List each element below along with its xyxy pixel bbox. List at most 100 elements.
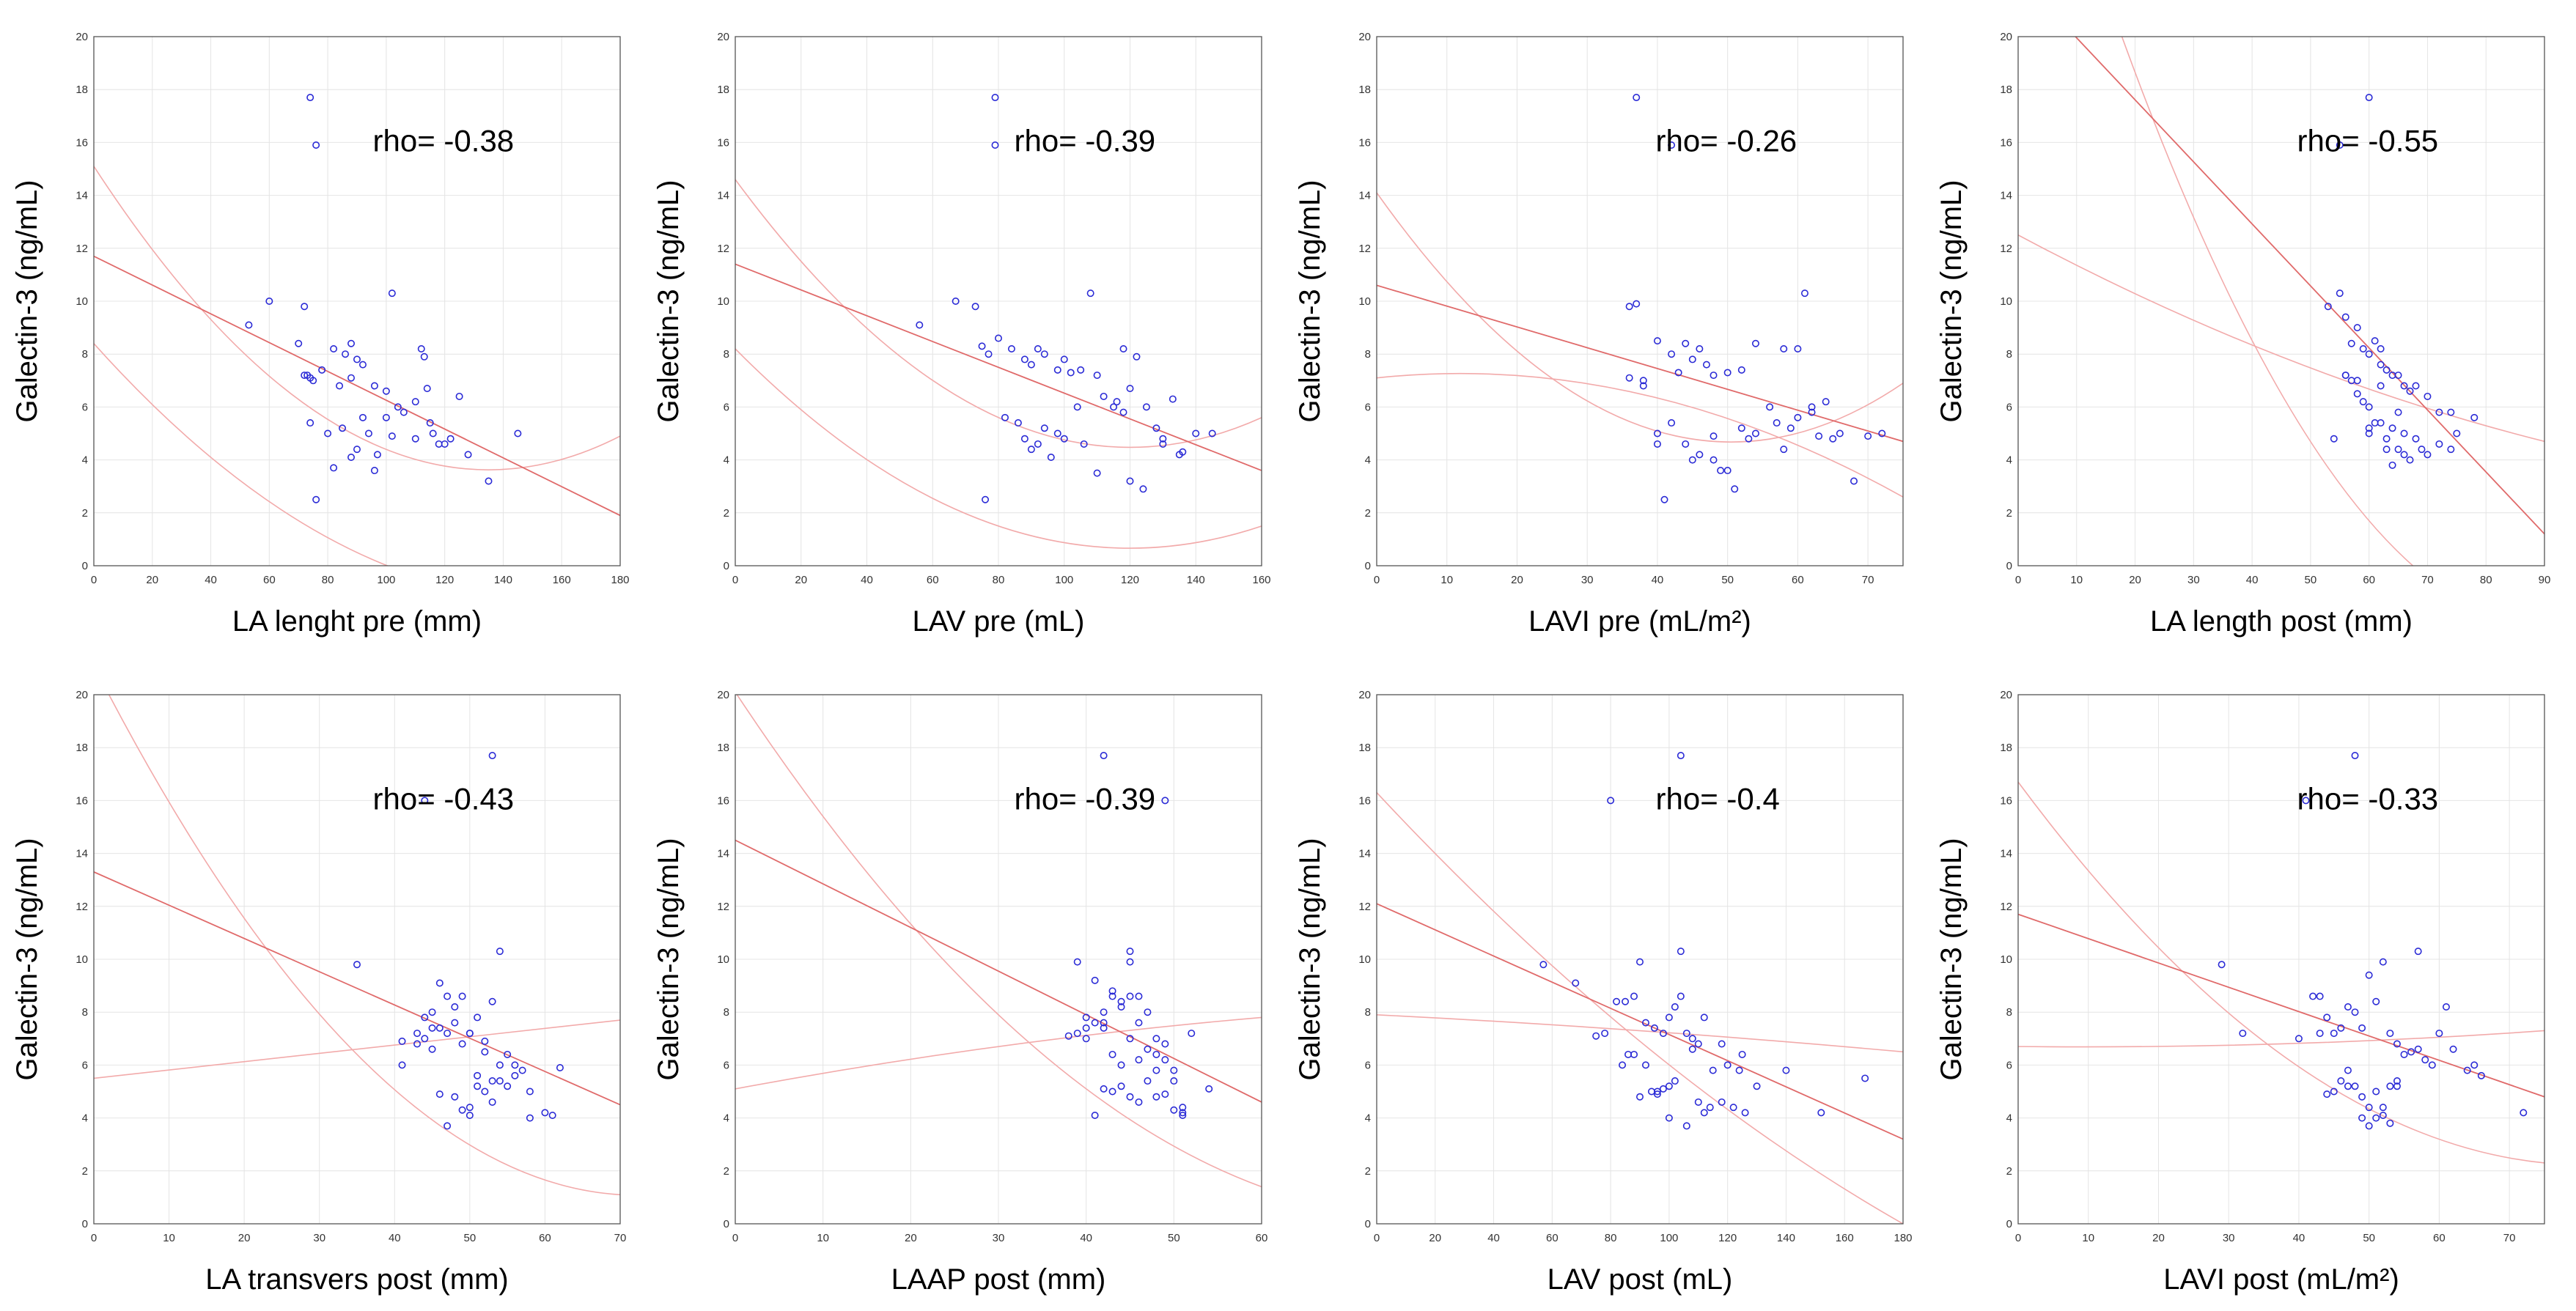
data-point bbox=[2365, 94, 2373, 102]
data-point bbox=[1723, 1061, 1732, 1069]
x-tick-label: 100 bbox=[377, 574, 395, 586]
data-point bbox=[435, 1024, 444, 1032]
confidence-band-upper bbox=[2018, 781, 2544, 1164]
data-point bbox=[1110, 403, 1118, 411]
data-point bbox=[347, 453, 356, 461]
scatter-chart-6: 0 10 20 30 40 50 60 0 2 4 6 8 10 12 14 16 18 20 rho= -0.39… bbox=[652, 689, 1267, 1296]
data-point bbox=[336, 382, 344, 390]
y-tick-label: 2 bbox=[1365, 1165, 1371, 1178]
y-tick-label: 12 bbox=[717, 243, 729, 255]
data-point bbox=[1027, 361, 1035, 369]
data-point bbox=[1630, 992, 1638, 1000]
data-point bbox=[496, 1061, 504, 1069]
data-point bbox=[1688, 456, 1696, 464]
data-point bbox=[1126, 477, 1134, 485]
data-point bbox=[2351, 1008, 2359, 1016]
data-point bbox=[1053, 366, 1061, 374]
data-point bbox=[1572, 979, 1580, 987]
y-tick-label: 8 bbox=[724, 1006, 729, 1019]
confidence-band-lower bbox=[94, 343, 389, 566]
data-point bbox=[2341, 313, 2349, 321]
data-point bbox=[1682, 1030, 1690, 1038]
data-point bbox=[2382, 366, 2391, 374]
data-point bbox=[1773, 419, 1781, 427]
plot-frame bbox=[1376, 694, 1904, 1225]
data-point bbox=[1117, 1061, 1125, 1069]
data-point bbox=[324, 429, 332, 437]
data-point bbox=[2323, 1013, 2331, 1022]
data-point bbox=[1682, 1122, 1690, 1130]
x-tick-label: 20 bbox=[905, 1232, 917, 1244]
data-point bbox=[411, 435, 419, 443]
data-point bbox=[1152, 1093, 1160, 1101]
data-point bbox=[306, 94, 314, 102]
data-point bbox=[370, 467, 378, 475]
data-point bbox=[353, 961, 361, 969]
data-point bbox=[2365, 1104, 2373, 1112]
y-tick-label: 10 bbox=[717, 295, 729, 308]
data-point bbox=[548, 1111, 556, 1119]
data-point bbox=[496, 1077, 504, 1085]
y-tick-label: 6 bbox=[724, 401, 729, 413]
y-tick-label: 14 bbox=[2000, 848, 2012, 860]
y-tick-label: 18 bbox=[76, 742, 88, 754]
x-tick-label: 40 bbox=[2293, 1232, 2305, 1244]
y-tick-label: 20 bbox=[717, 31, 729, 43]
data-point bbox=[411, 398, 419, 406]
data-points bbox=[1064, 752, 1213, 1119]
y-tick-label: 14 bbox=[1358, 190, 1371, 202]
y-tick-label: 10 bbox=[76, 953, 88, 966]
data-point bbox=[2386, 1082, 2394, 1090]
x-tick-label: 60 bbox=[1256, 1232, 1268, 1244]
y-tick-label: 16 bbox=[76, 136, 88, 149]
y-tick-label: 20 bbox=[1358, 31, 1371, 43]
data-point bbox=[1108, 1050, 1116, 1058]
data-point bbox=[1625, 374, 1633, 382]
data-point bbox=[1622, 997, 1630, 1005]
y-tick-label: 20 bbox=[76, 31, 88, 43]
data-point bbox=[388, 289, 396, 298]
data-point bbox=[342, 350, 350, 358]
data-point bbox=[1718, 1040, 1726, 1048]
y-tick-label: 16 bbox=[1358, 794, 1371, 807]
data-point bbox=[2365, 1122, 2373, 1130]
data-point bbox=[2424, 451, 2432, 459]
y-tick-label: 8 bbox=[2006, 348, 2012, 361]
data-point bbox=[2407, 1048, 2415, 1056]
data-point bbox=[2453, 429, 2461, 437]
confidence-band-upper bbox=[1377, 192, 1903, 443]
data-point bbox=[1082, 1024, 1090, 1032]
data-point bbox=[1731, 485, 1739, 493]
data-point bbox=[1126, 1093, 1134, 1101]
data-point bbox=[428, 1008, 436, 1016]
x-tick-label: 80 bbox=[322, 574, 334, 586]
confidence-band-lower bbox=[94, 1019, 620, 1079]
y-tick-label: 6 bbox=[2006, 1059, 2012, 1071]
data-point bbox=[1034, 344, 1042, 352]
data-point bbox=[2377, 344, 2385, 352]
data-point bbox=[1205, 1085, 1213, 1093]
data-point bbox=[2400, 1050, 2408, 1058]
data-point bbox=[1653, 1087, 1661, 1096]
data-point bbox=[2353, 324, 2361, 332]
plot-frame bbox=[2017, 36, 2545, 566]
data-point bbox=[952, 297, 960, 305]
x-tick-label: 80 bbox=[2480, 574, 2492, 586]
scatter-chart-5: 0 10 20 30 40 50 60 70 0 2 4 6 8 10 12 14 16 18 20 rho= -0.… bbox=[11, 689, 626, 1296]
x-axis-label: LA lenght pre (mm) bbox=[232, 605, 482, 638]
data-point bbox=[485, 477, 493, 485]
data-points bbox=[353, 752, 564, 1130]
data-point bbox=[2353, 377, 2361, 385]
data-point bbox=[1665, 1082, 1673, 1090]
data-point bbox=[444, 992, 452, 1000]
data-point bbox=[1808, 403, 1816, 411]
data-point bbox=[2379, 958, 2387, 966]
rho-annotation: rho= -0.39 bbox=[1015, 782, 1156, 816]
y-tick-label: 14 bbox=[76, 848, 88, 860]
data-point bbox=[2377, 361, 2385, 369]
y-axis-label: Galectin-3 (ng/mL) bbox=[11, 180, 43, 422]
data-point bbox=[347, 374, 356, 382]
x-tick-label: 140 bbox=[1187, 574, 1205, 586]
data-point bbox=[400, 408, 408, 416]
data-point bbox=[1073, 403, 1081, 411]
